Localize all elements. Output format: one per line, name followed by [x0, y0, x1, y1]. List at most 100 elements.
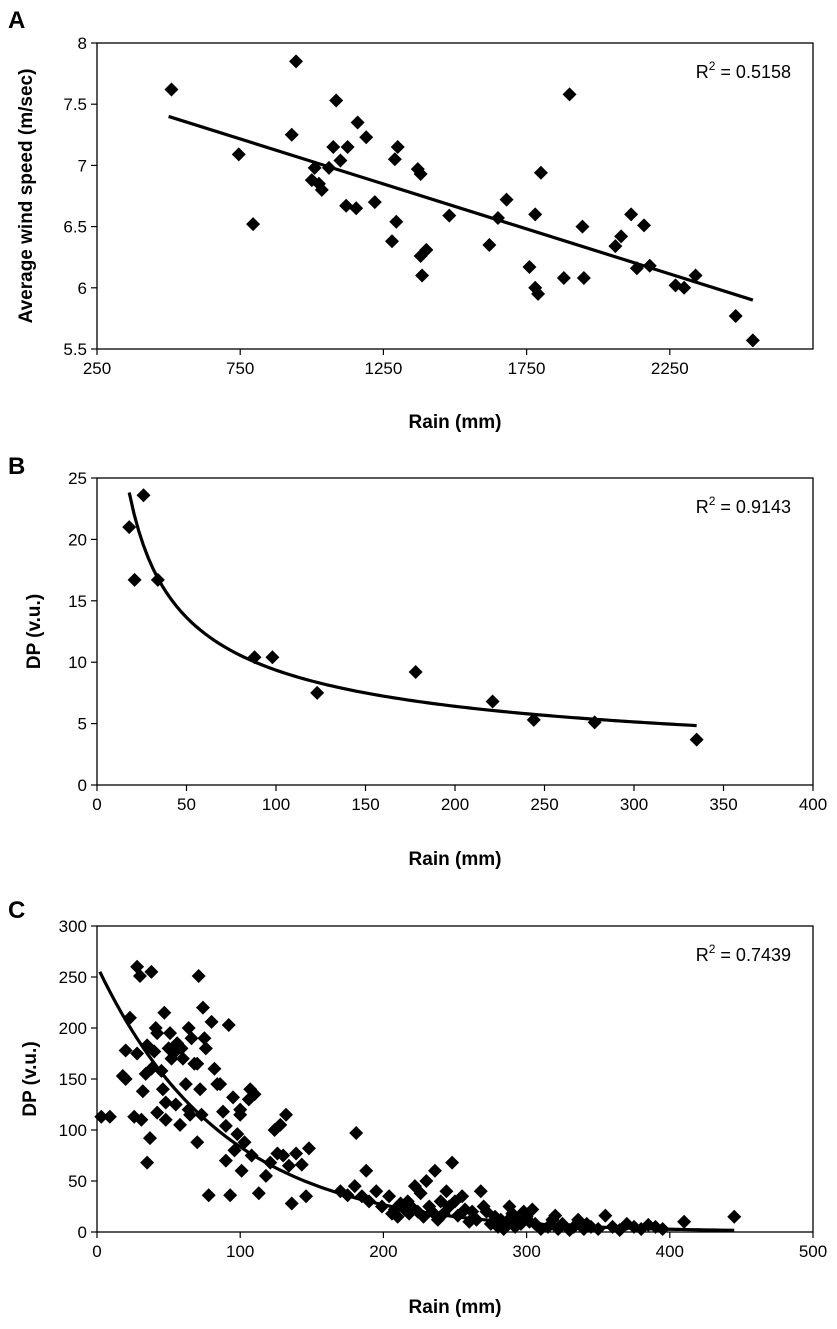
x-tick-label: 0: [92, 795, 101, 814]
data-point: [374, 1199, 389, 1214]
data-point: [482, 237, 497, 252]
data-point: [408, 665, 423, 680]
data-point: [387, 152, 402, 167]
y-tick-label: 7.5: [63, 95, 87, 114]
data-point: [178, 1077, 193, 1092]
panel-letter: A: [8, 7, 25, 34]
trend-line: [127, 492, 697, 728]
data-point: [637, 218, 652, 233]
data-point: [132, 968, 147, 983]
data-point: [562, 87, 577, 102]
data-point: [247, 650, 262, 665]
x-tick-label: 300: [512, 1242, 540, 1261]
data-point: [218, 1118, 233, 1133]
data-point: [499, 192, 514, 207]
data-point: [164, 82, 179, 97]
data-point: [191, 968, 206, 983]
data-point: [522, 259, 537, 274]
data-point: [677, 1214, 692, 1229]
data-point: [575, 219, 590, 234]
data-point: [299, 1189, 314, 1204]
data-point: [608, 239, 623, 254]
data-point: [294, 1157, 309, 1172]
data-point: [221, 1017, 236, 1032]
data-point: [213, 1077, 228, 1092]
data-point: [258, 1168, 273, 1183]
x-tick-label: 200: [441, 795, 469, 814]
data-point: [485, 694, 500, 709]
data-point: [427, 1163, 442, 1178]
data-point: [144, 964, 159, 979]
data-point: [326, 140, 341, 155]
data-point: [727, 1209, 742, 1224]
x-tick-label: 150: [351, 795, 379, 814]
data-point: [227, 1143, 242, 1158]
data-point: [247, 1087, 262, 1102]
data-point: [339, 198, 354, 213]
data-point: [419, 1174, 434, 1188]
data-point: [413, 166, 428, 181]
data-point: [333, 153, 348, 168]
y-tick-label: 10: [68, 653, 87, 672]
y-tick-label: 300: [59, 917, 87, 936]
data-point: [194, 1107, 209, 1122]
data-point: [321, 160, 336, 175]
trend-line: [168, 114, 754, 302]
data-point: [390, 1209, 405, 1224]
data-point: [469, 1212, 484, 1227]
x-tick-label: 0: [92, 1242, 101, 1261]
y-tick-label: 15: [68, 592, 87, 611]
data-point: [367, 195, 382, 210]
data-point: [122, 520, 137, 535]
data-point: [181, 1021, 196, 1035]
data-point: [390, 140, 405, 155]
plot-area-frame: [96, 42, 814, 350]
data-point: [118, 1043, 133, 1058]
data-point: [624, 207, 639, 222]
data-point: [195, 1000, 210, 1015]
data-point: [533, 165, 548, 180]
data-point: [237, 1135, 252, 1150]
data-point: [349, 201, 364, 216]
x-axis-label: Rain (mm): [409, 1297, 502, 1318]
data-point: [122, 1010, 137, 1025]
r-squared-annotation: R2 = 0.9143: [696, 494, 791, 517]
data-point: [244, 1148, 259, 1163]
data-point: [314, 182, 329, 197]
data-point: [118, 1072, 133, 1086]
data-point: [102, 1109, 117, 1124]
data-point: [728, 308, 743, 323]
x-tick-label: 500: [799, 1242, 827, 1261]
data-point: [473, 1184, 488, 1199]
data-point: [289, 54, 304, 69]
y-tick-label: 100: [59, 1121, 87, 1140]
y-tick-label: 6.5: [63, 218, 87, 237]
data-point: [340, 140, 355, 155]
panel-a: A 250 750 1250 1750 2250 5.5 6 6.5 7 7.5 8 Rain (mm)…: [8, 7, 814, 433]
y-tick-label: 0: [78, 776, 87, 795]
x-tick-label: 200: [369, 1242, 397, 1261]
data-point: [556, 271, 571, 286]
x-tick-label: 100: [226, 1242, 254, 1261]
data-point: [150, 572, 165, 587]
data-point: [745, 333, 760, 348]
data-point: [289, 1146, 304, 1161]
x-tick-label: 250: [530, 795, 558, 814]
x-tick-label: 50: [177, 795, 196, 814]
data-point: [207, 1061, 222, 1076]
r-squared-annotation: R2 = 0.7439: [696, 942, 791, 965]
panel-letter: C: [8, 897, 25, 924]
data-point: [230, 1127, 245, 1142]
data-point: [201, 1188, 216, 1203]
panel-c: C 0 100 200 300 400 500 0 50 100 150 200 250 300 Rain …: [8, 897, 827, 1318]
data-point: [136, 488, 151, 503]
data-point: [263, 1155, 278, 1170]
data-point: [150, 1105, 165, 1120]
x-tick-label: 400: [656, 1242, 684, 1261]
data-point: [688, 268, 703, 283]
x-tick-label: 400: [799, 795, 827, 814]
data-point: [190, 1135, 205, 1150]
data-point: [233, 1107, 248, 1122]
data-point: [576, 271, 591, 286]
data-point: [173, 1117, 188, 1132]
